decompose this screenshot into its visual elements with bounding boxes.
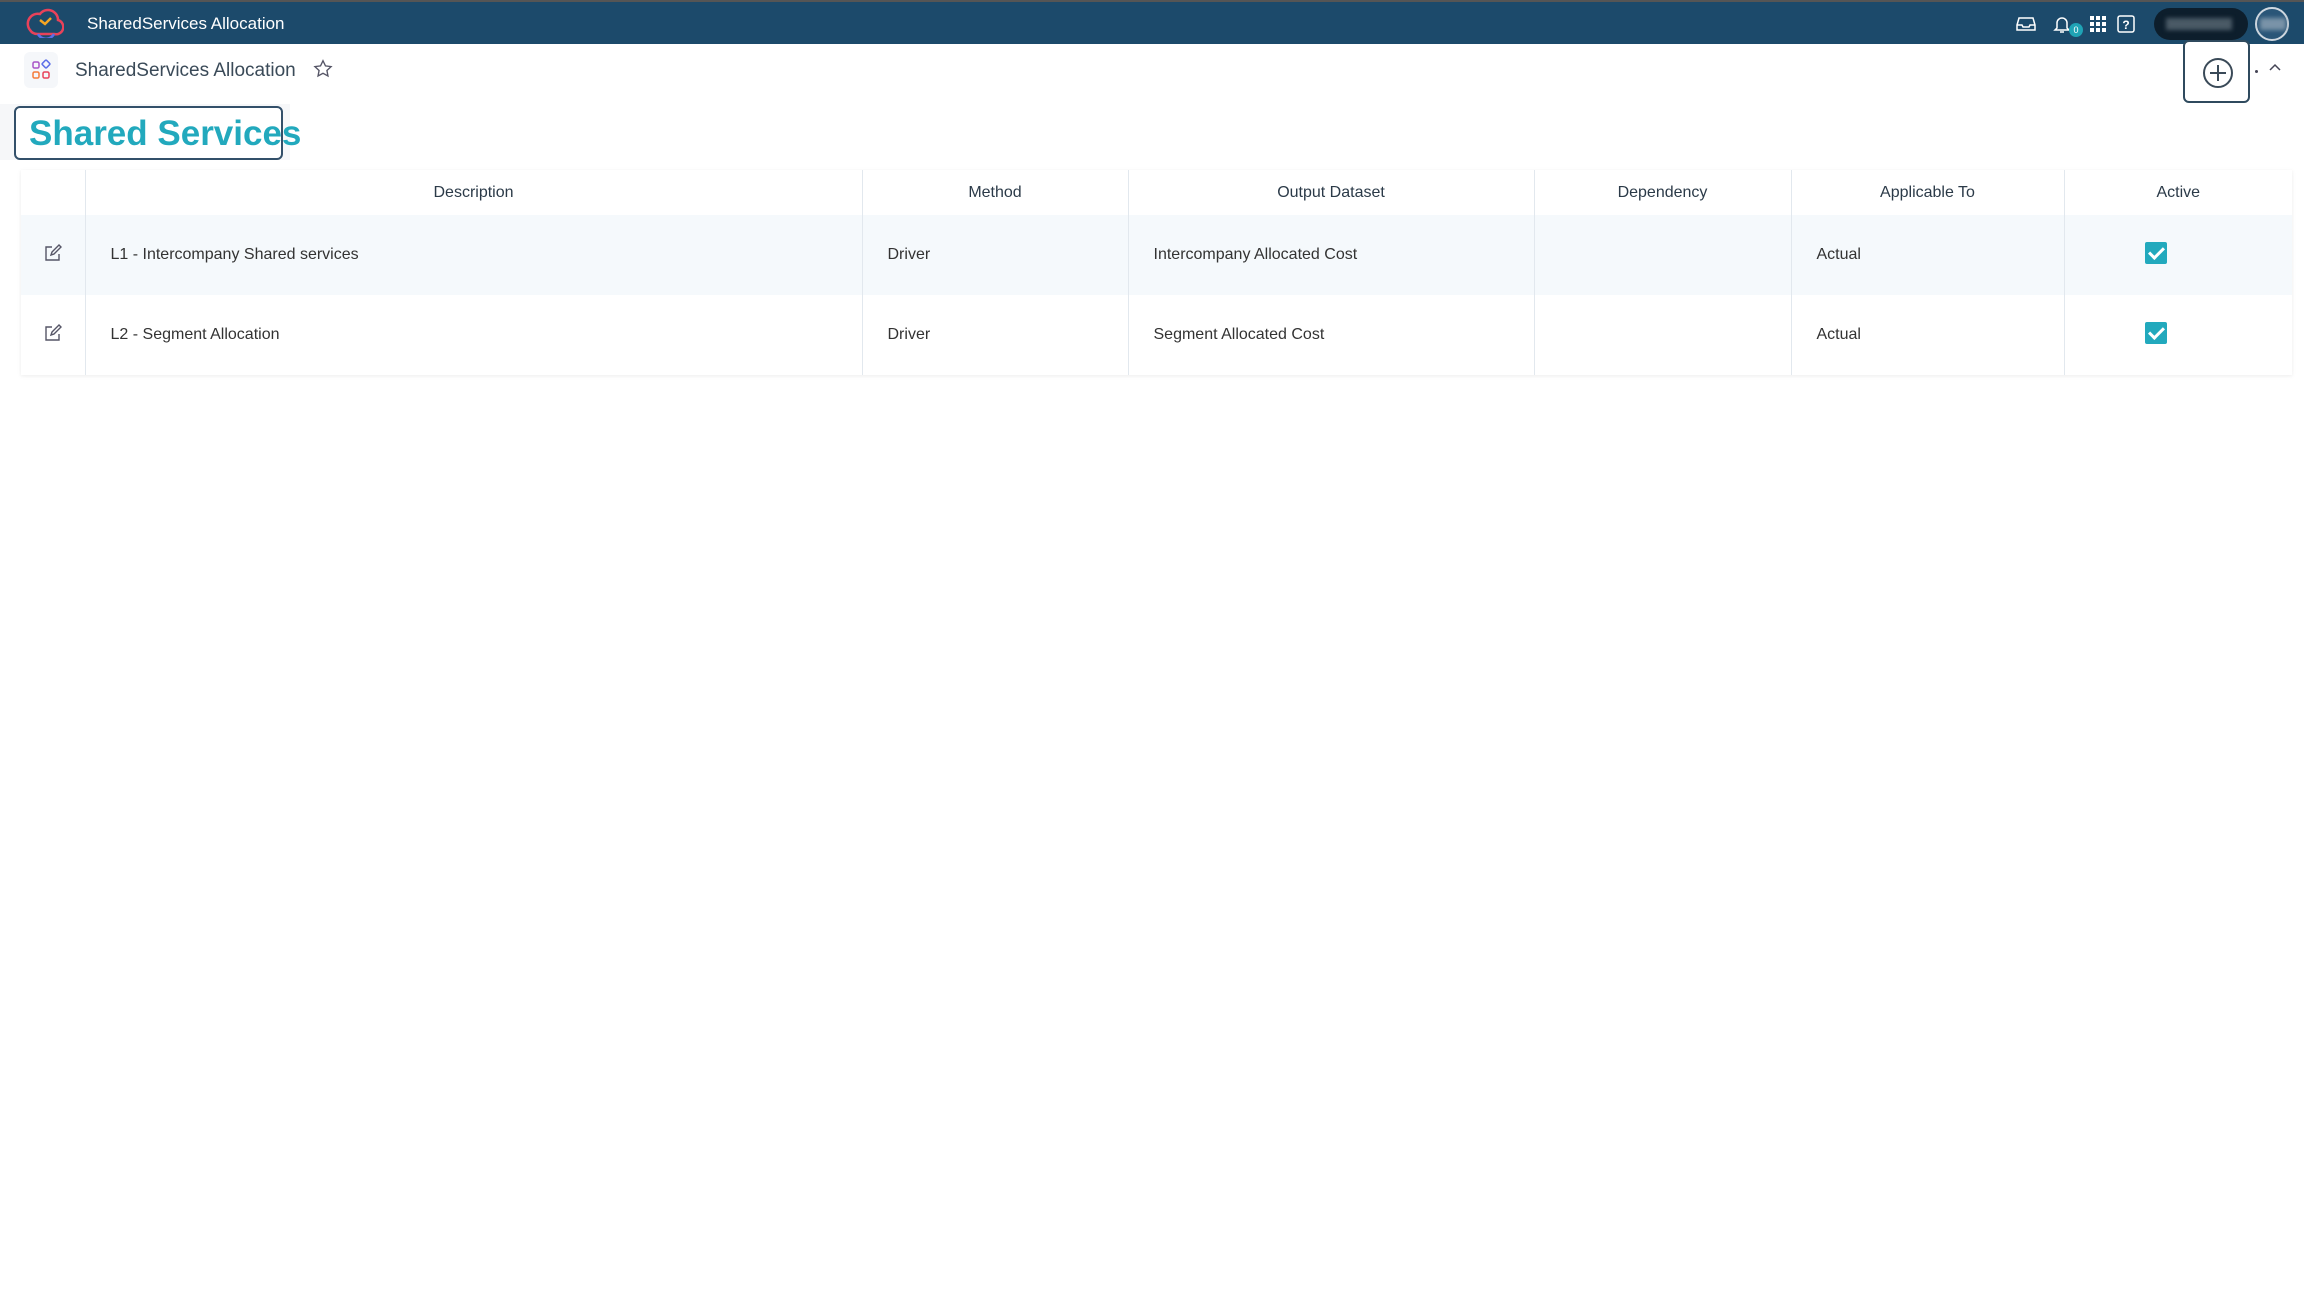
user-menu[interactable] — [2154, 8, 2248, 40]
column-header-active[interactable]: Active — [2063, 170, 2292, 215]
section-title: Shared Services — [14, 106, 301, 160]
output-dataset-cell: Intercompany Allocated Cost — [1127, 215, 1534, 295]
app-title: SharedServices Allocation — [87, 14, 285, 33]
dependency-cell — [1533, 295, 1791, 375]
app-icon — [24, 52, 58, 88]
column-header-output-dataset[interactable]: Output Dataset — [1127, 170, 1534, 215]
chevron-up-icon[interactable] — [2268, 62, 2282, 72]
output-dataset-cell: Segment Allocated Cost — [1127, 295, 1534, 375]
method-cell: Driver — [861, 295, 1128, 375]
description-cell: L1 - Intercompany Shared services — [84, 215, 862, 295]
apps-grid-icon[interactable] — [2088, 14, 2108, 34]
table-row[interactable]: L1 - Intercompany Shared services Driver… — [21, 215, 2292, 295]
favorite-star-icon[interactable] — [312, 58, 334, 80]
description-cell: L2 - Segment Allocation — [84, 295, 862, 375]
bell-icon[interactable] — [2052, 14, 2072, 34]
top-bar: SharedServices Allocation 0 ? — [0, 0, 2304, 44]
applicable-to-cell: Actual — [1790, 215, 2064, 295]
column-header-dependency[interactable]: Dependency — [1533, 170, 1791, 215]
column-header-edit — [21, 170, 85, 215]
page-header — [0, 44, 2304, 100]
applicable-to-cell: Actual — [1790, 295, 2064, 375]
edit-icon[interactable] — [43, 323, 63, 343]
method-cell: Driver — [861, 215, 1128, 295]
active-checkbox[interactable] — [2144, 241, 2167, 264]
active-checkbox[interactable] — [2144, 321, 2167, 344]
page-title: SharedServices Allocation — [75, 60, 296, 81]
column-header-description[interactable]: Description — [84, 170, 862, 215]
avatar[interactable] — [2255, 7, 2289, 41]
add-button[interactable] — [2183, 40, 2250, 103]
help-icon[interactable]: ? — [2116, 14, 2136, 34]
column-header-method[interactable]: Method — [861, 170, 1128, 215]
dependency-cell — [1533, 215, 1791, 295]
column-header-applicable-to[interactable]: Applicable To — [1790, 170, 2064, 215]
inbox-icon[interactable] — [2016, 14, 2036, 34]
plus-circle-icon — [2203, 58, 2233, 88]
svg-text:?: ? — [2122, 18, 2129, 32]
edit-icon[interactable] — [43, 243, 63, 263]
table-header: Description Method Output Dataset Depend… — [21, 170, 2292, 215]
notification-badge: 0 — [2069, 23, 2083, 37]
logo-icon — [26, 8, 64, 38]
table-row[interactable]: L2 - Segment Allocation Driver Segment A… — [21, 295, 2292, 375]
shared-services-table: Description Method Output Dataset Depend… — [21, 170, 2292, 375]
more-dot — [2255, 70, 2258, 73]
